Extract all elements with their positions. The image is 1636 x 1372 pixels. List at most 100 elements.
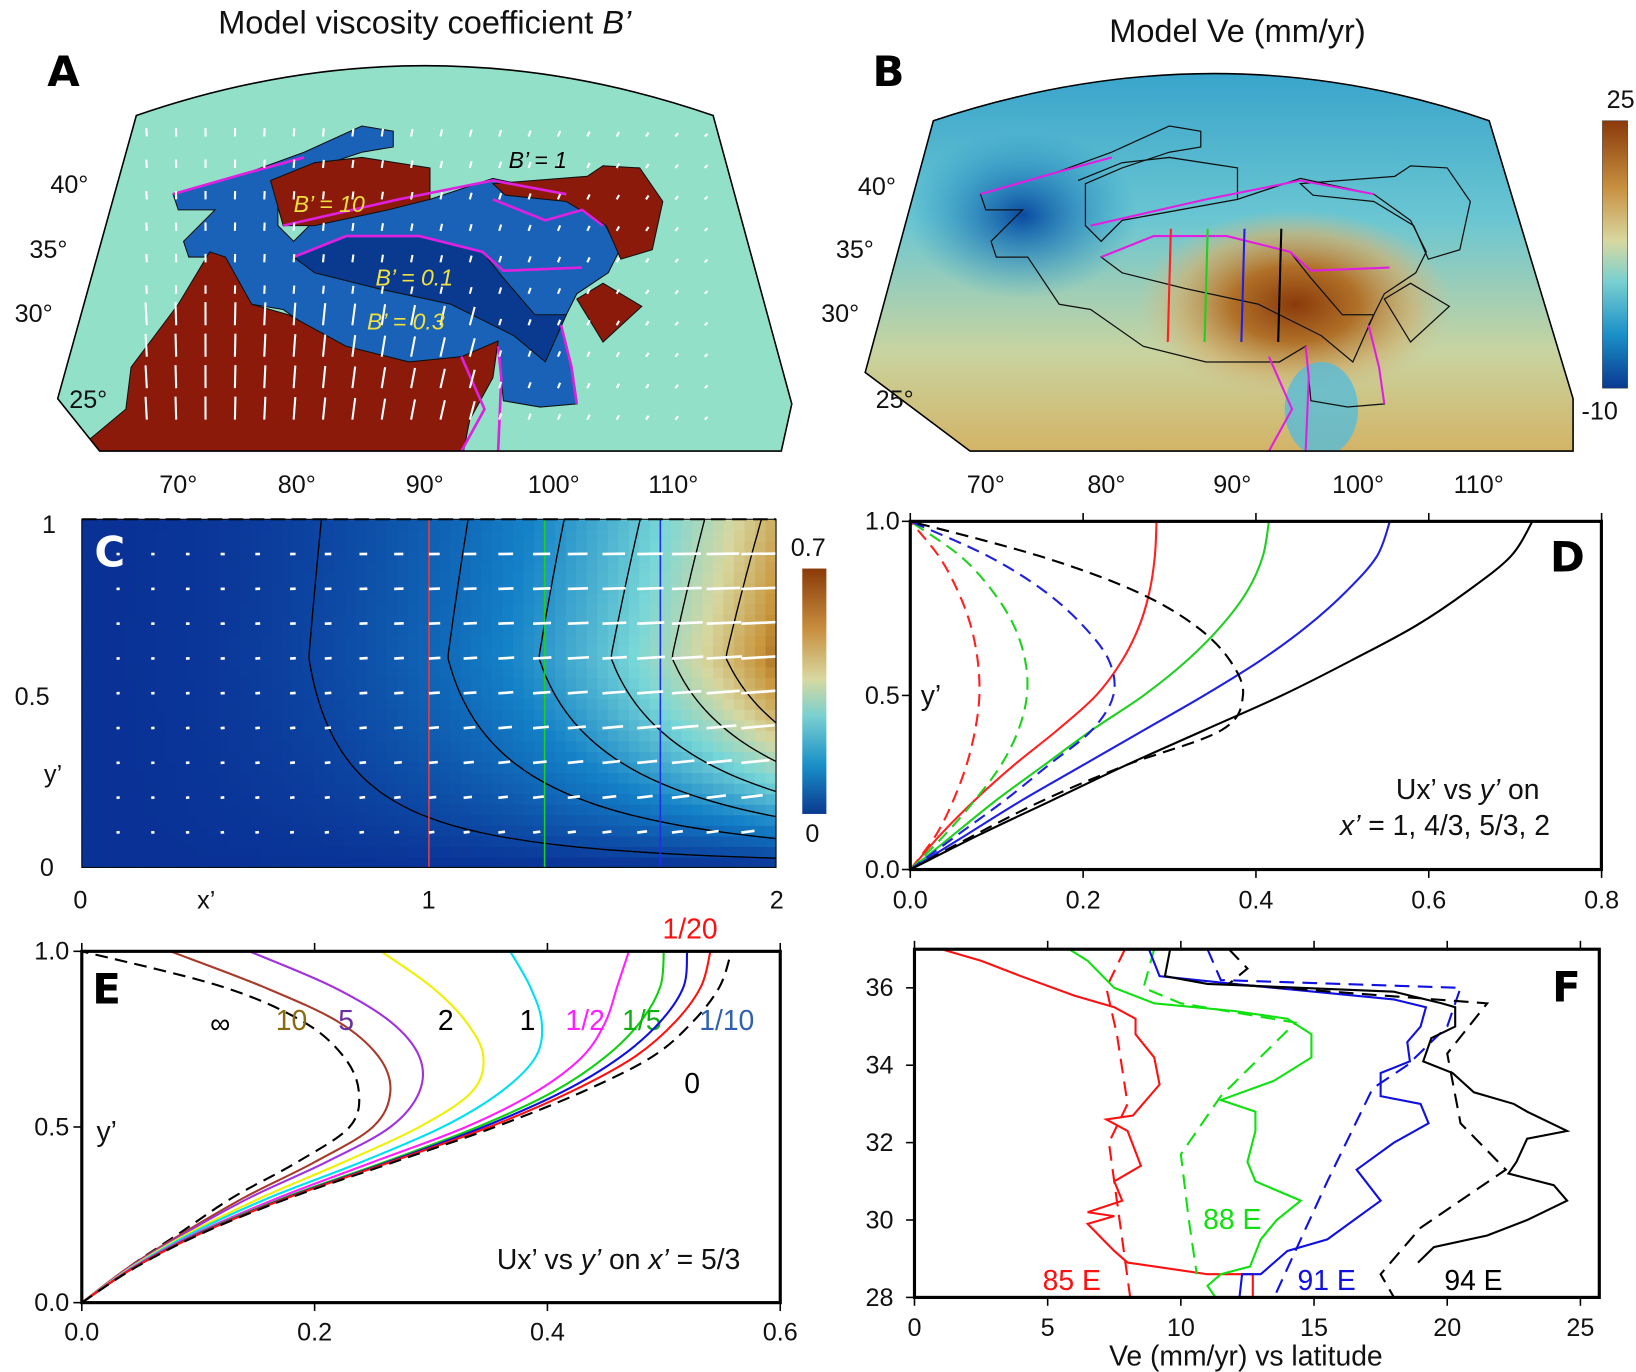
field-cell bbox=[712, 540, 725, 552]
velocity-arrow bbox=[671, 621, 703, 626]
field-cell bbox=[544, 825, 556, 837]
field-cell bbox=[323, 793, 335, 805]
field-cell bbox=[186, 614, 199, 626]
field-cell bbox=[260, 814, 272, 826]
field-cell bbox=[460, 593, 472, 605]
field-cell bbox=[386, 550, 398, 563]
field-cell bbox=[376, 550, 388, 563]
field-cell bbox=[502, 666, 514, 679]
fault-lines-b bbox=[980, 156, 1390, 452]
field-cell bbox=[334, 698, 346, 710]
field-cell bbox=[733, 835, 746, 847]
velocity-arrow bbox=[380, 160, 384, 169]
field-cell bbox=[208, 529, 220, 541]
velocity-arrow bbox=[533, 587, 551, 591]
field-cell bbox=[302, 772, 314, 784]
viscosity-map bbox=[57, 65, 792, 452]
field-cell bbox=[607, 593, 619, 605]
field-cell bbox=[428, 793, 441, 805]
field-cell bbox=[428, 761, 441, 774]
field-cell bbox=[271, 550, 283, 563]
field-cell bbox=[439, 793, 451, 805]
field-cell bbox=[681, 688, 693, 700]
field-cell bbox=[334, 645, 346, 658]
field-cell bbox=[155, 540, 167, 552]
field-cell bbox=[197, 698, 209, 710]
velocity-arrow bbox=[674, 163, 679, 169]
field-cell bbox=[449, 656, 462, 668]
field-cell bbox=[271, 519, 283, 531]
field-cell bbox=[313, 709, 325, 721]
velocity-arrow bbox=[556, 319, 562, 326]
field-cell bbox=[292, 688, 304, 700]
field-cell bbox=[323, 835, 335, 847]
field-cell bbox=[313, 688, 325, 700]
field-cell bbox=[281, 719, 293, 731]
field-cell bbox=[365, 804, 377, 816]
field-cell bbox=[407, 677, 420, 689]
field-cell bbox=[313, 572, 325, 584]
field-cell bbox=[229, 550, 241, 563]
field-cell bbox=[334, 540, 346, 552]
velocity-arrow bbox=[645, 320, 650, 326]
velocity-arrow bbox=[428, 760, 438, 765]
field-cell bbox=[365, 688, 377, 700]
velocity-arrow bbox=[351, 191, 355, 200]
field-cell bbox=[765, 835, 777, 847]
y-tick-label: 32 bbox=[866, 1129, 894, 1157]
velocity-arrow bbox=[498, 224, 503, 232]
field-cell bbox=[197, 814, 209, 826]
field-cell bbox=[113, 540, 125, 552]
field-cell bbox=[492, 793, 504, 805]
field-cell bbox=[229, 645, 241, 658]
field-cell bbox=[365, 846, 377, 858]
velocity-arrow bbox=[463, 760, 475, 765]
velocity-arrow bbox=[703, 195, 709, 201]
field-cell bbox=[323, 730, 335, 742]
velocity-arrow bbox=[645, 383, 650, 389]
field-cell bbox=[460, 666, 472, 679]
field-cell bbox=[628, 719, 640, 731]
field-cell bbox=[670, 783, 683, 795]
field-cell bbox=[281, 772, 293, 784]
field-cell bbox=[176, 519, 188, 531]
field-cell bbox=[134, 540, 146, 552]
x-tick-label: 2 bbox=[770, 886, 784, 914]
field-cell bbox=[660, 635, 672, 647]
field-cell bbox=[618, 761, 630, 774]
field-cell bbox=[492, 645, 504, 658]
field-cell bbox=[618, 719, 630, 731]
velocity-arrow bbox=[174, 396, 178, 420]
field-cell bbox=[155, 761, 167, 774]
field-cell bbox=[607, 772, 619, 784]
velocity-arrow bbox=[556, 382, 562, 389]
field-cell bbox=[565, 698, 577, 710]
field-cell bbox=[208, 772, 220, 784]
field-cell bbox=[281, 698, 293, 710]
field-cell bbox=[197, 529, 209, 541]
field-cell bbox=[334, 593, 346, 605]
field-cell bbox=[176, 582, 188, 594]
field-cell bbox=[586, 793, 598, 805]
field-cell bbox=[544, 529, 556, 541]
field-cell bbox=[281, 825, 293, 837]
field-cell bbox=[250, 835, 262, 847]
field-cell bbox=[292, 835, 304, 847]
field-cell bbox=[229, 772, 241, 784]
field-cell bbox=[271, 740, 283, 752]
field-cell bbox=[113, 751, 125, 763]
field-cell bbox=[565, 561, 577, 573]
field-cell bbox=[555, 856, 567, 868]
field-cell bbox=[460, 730, 472, 742]
field-cell bbox=[313, 856, 325, 868]
field-cell bbox=[628, 519, 640, 531]
field-cell bbox=[723, 740, 735, 752]
x-tick-label: 0.2 bbox=[297, 1318, 332, 1346]
field-cell bbox=[723, 624, 735, 636]
velocity-arrow bbox=[703, 416, 709, 421]
velocity-arrow bbox=[645, 163, 650, 169]
field-cell bbox=[165, 656, 178, 668]
field-cell bbox=[744, 645, 756, 658]
field-cell bbox=[81, 783, 93, 795]
field-cell bbox=[197, 772, 209, 784]
